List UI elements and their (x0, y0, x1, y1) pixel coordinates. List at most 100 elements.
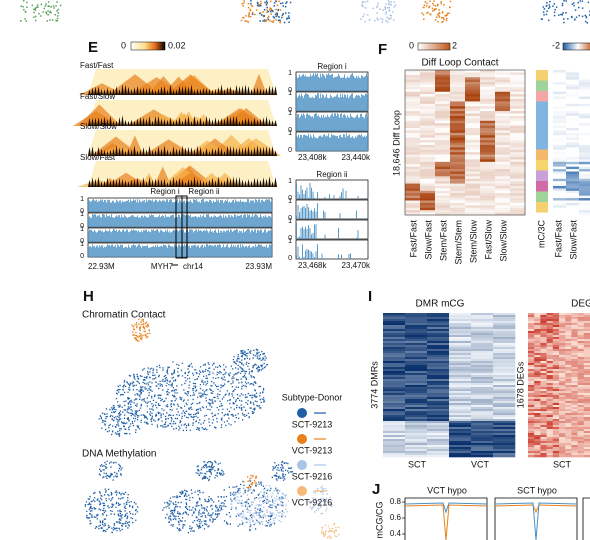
heatmap-cell (534, 321, 541, 324)
heatmap-cell (405, 409, 428, 412)
heatmap-cell (540, 337, 547, 340)
heatmap-cell (540, 383, 547, 386)
heatmap-cell (495, 135, 511, 138)
heatmap-cell (427, 319, 450, 322)
heatmap-cell (546, 437, 554, 440)
x-label: Stem/Slow (468, 220, 478, 264)
heatmap-cell (383, 401, 406, 404)
heatmap-cell (450, 171, 466, 175)
heatmap-cell (449, 319, 472, 322)
heatmap-cell (427, 451, 450, 454)
heatmap-cell (528, 353, 535, 356)
heatmap-cell (534, 347, 541, 350)
heatmap-cell (471, 355, 494, 358)
heatmap-cell (534, 357, 541, 360)
heatmap-cell (566, 130, 580, 134)
heatmap-cell (383, 449, 406, 452)
heatmap-cell (493, 405, 516, 408)
heatmap-cell (471, 369, 494, 372)
heatmap-cell (559, 435, 566, 438)
heatmap-cell (435, 137, 451, 141)
heatmap-cell (571, 443, 578, 446)
heatmap-cell (546, 335, 554, 338)
heatmap-cell (495, 147, 511, 151)
heatmap-cell (571, 381, 578, 384)
heatmap-cell (435, 113, 451, 117)
heatmap-cell (449, 447, 472, 450)
heatmap-cell (546, 345, 554, 348)
heatmap-cell (571, 453, 578, 456)
heatmap-cell (528, 427, 535, 430)
heatmap-cell (450, 147, 466, 151)
heatmap-cell (465, 108, 481, 112)
heatmap-cell (449, 401, 472, 404)
heatmap-cell (510, 108, 526, 112)
heatmap-cell (583, 341, 590, 344)
heatmap-cell (465, 130, 481, 134)
axis-label: MYH7 (151, 262, 174, 271)
heatmap-cell (427, 395, 450, 398)
heatmap-cell (552, 409, 560, 412)
heatmap-cell (566, 210, 580, 213)
heatmap-cell (566, 70, 580, 73)
heatmap-cell (540, 377, 547, 380)
heatmap-cell (383, 349, 406, 352)
heatmap-cell (553, 186, 567, 189)
heatmap-cell (465, 169, 481, 172)
heatmap-cell (449, 345, 472, 348)
heatmap-cell (540, 423, 547, 426)
heatmap-cell (495, 82, 511, 85)
heatmap-cell (435, 186, 451, 189)
heatmap-cell (579, 77, 590, 80)
heatmap-cell (405, 195, 421, 199)
heatmap-cell (565, 369, 572, 372)
heatmap-cell (565, 393, 572, 396)
heatmap-cell (471, 433, 494, 436)
heatmap-cell (565, 423, 572, 426)
heatmap-cell (566, 115, 580, 119)
heatmap-cell (528, 367, 535, 370)
heatmap-cell (495, 72, 511, 76)
heatmap-cell (480, 147, 496, 151)
heatmap-cell (495, 77, 511, 80)
heatmap-cell (427, 323, 450, 326)
heatmap-cell (571, 397, 578, 400)
heatmap-cell (405, 120, 421, 124)
heatmap-cell (405, 393, 428, 396)
heatmap-cell (493, 365, 516, 368)
heatmap-cell (583, 401, 590, 404)
heatmap-cell (583, 443, 590, 446)
heatmap-cell (583, 423, 590, 426)
heatmap-cell (534, 421, 541, 424)
heatmap-cell (534, 453, 541, 456)
heatmap-cell (383, 315, 406, 318)
heatmap-cell (449, 385, 472, 388)
heatmap-cell (566, 166, 580, 170)
heatmap-cell (552, 435, 560, 438)
heatmap-cell (565, 381, 572, 384)
heatmap-cell (383, 393, 406, 396)
heatmap-cell (528, 325, 535, 328)
heatmap-cell (579, 195, 590, 199)
heatmap-cell (405, 101, 421, 105)
heatmap-cell (546, 449, 554, 452)
heatmap-cell (420, 91, 436, 95)
umap-points (131, 318, 151, 342)
heatmap-cell (565, 383, 572, 386)
heatmap-cell (510, 161, 526, 165)
heatmap-cell (553, 173, 567, 177)
heatmap-cell (449, 381, 472, 384)
heatmap-cell (540, 339, 547, 342)
heatmap-cell (528, 403, 535, 406)
heatmap-cell (449, 455, 472, 458)
heatmap-cell (427, 387, 450, 390)
track-tick: 1 (288, 198, 292, 205)
heatmap-cell (565, 373, 572, 376)
heatmap-cell (553, 111, 567, 114)
heatmap-cell (493, 403, 516, 406)
heatmap-cell (559, 391, 566, 394)
heatmap-cell (559, 417, 566, 420)
heatmap-cell (449, 327, 472, 330)
heatmap-cell (493, 363, 516, 366)
heatmap-cell (546, 389, 554, 392)
